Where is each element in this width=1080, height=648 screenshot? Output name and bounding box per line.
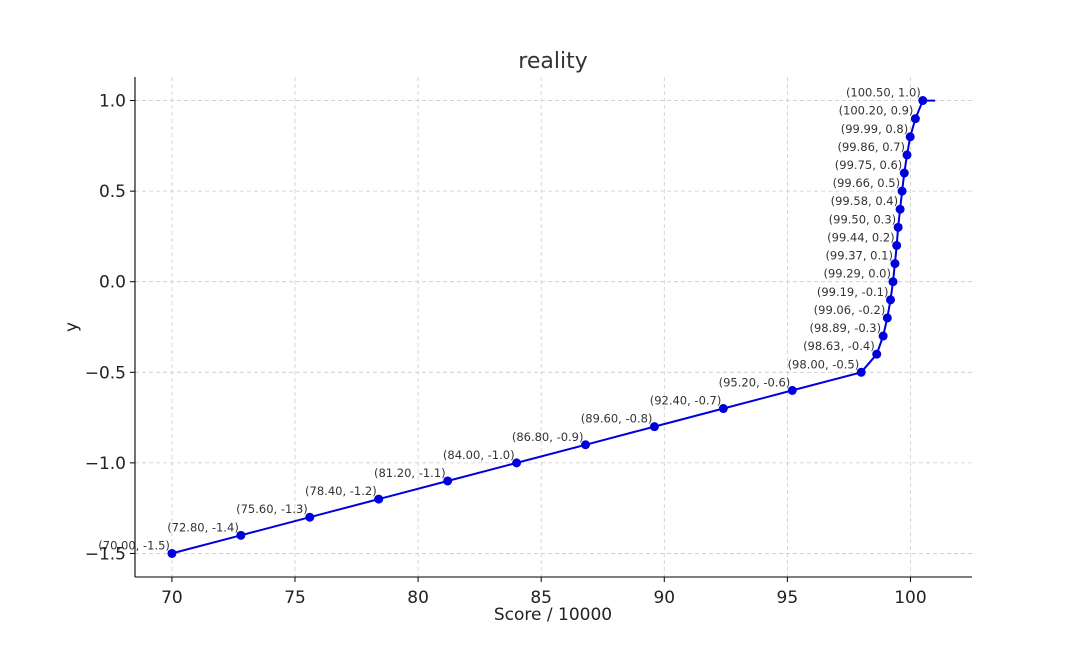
y-tick-label-0: −1.5 <box>85 544 126 564</box>
grid <box>135 77 972 577</box>
data-point-0 <box>167 548 177 558</box>
data-point-7 <box>649 422 659 432</box>
y-tick-label-4: 0.5 <box>99 182 126 202</box>
chart-title: reality <box>518 49 587 74</box>
data-point-1 <box>236 530 246 540</box>
data-label-2: (75.60, -1.3) <box>236 502 308 516</box>
y-axis-label: y <box>62 322 82 332</box>
data-point-13 <box>882 313 892 323</box>
series <box>167 96 936 558</box>
data-label-16: (99.37, 0.1) <box>825 249 893 263</box>
data-label-24: (100.20, 0.9) <box>839 104 914 118</box>
data-label-19: (99.58, 0.4) <box>831 194 899 208</box>
data-point-16 <box>890 259 900 269</box>
data-point-11 <box>872 349 882 359</box>
data-point-21 <box>899 168 909 178</box>
data-label-23: (99.99, 0.8) <box>841 122 909 136</box>
data-label-25: (100.50, 1.0) <box>846 86 921 100</box>
x-axis-label: Score / 10000 <box>494 605 612 625</box>
data-point-18 <box>893 222 903 232</box>
data-label-18: (99.50, 0.3) <box>829 212 897 226</box>
data-label-6: (86.80, -0.9) <box>512 430 584 444</box>
x-tick-label-6: 100 <box>894 588 926 608</box>
data-label-14: (99.19, -0.1) <box>817 285 889 299</box>
ticks: 70 75 80 85 90 95 100 −1.5 −1.0 −0.5 0.0 0.5 1.0 <box>85 92 927 608</box>
data-point-17 <box>892 240 902 250</box>
data-point-24 <box>910 114 920 124</box>
data-label-17: (99.44, 0.2) <box>827 230 895 244</box>
data-label-9: (95.20, -0.6) <box>719 375 791 389</box>
data-point-5 <box>512 458 522 468</box>
data-label-22: (99.86, 0.7) <box>838 140 906 154</box>
data-point-25 <box>918 96 928 106</box>
data-point-9 <box>787 385 797 395</box>
data-label-20: (99.66, 0.5) <box>833 176 901 190</box>
data-label-10: (98.00, -0.5) <box>788 357 860 371</box>
x-tick-label-3: 85 <box>530 588 552 608</box>
data-point-8 <box>718 404 728 414</box>
data-labels: (70.00, -1.5) (72.80, -1.4) (75.60, -1.3) (… <box>98 86 920 553</box>
data-label-15: (99.29, 0.0) <box>823 267 891 281</box>
data-label-4: (81.20, -1.1) <box>374 466 446 480</box>
data-point-6 <box>581 440 591 450</box>
data-point-2 <box>305 512 315 522</box>
y-tick-label-2: −0.5 <box>85 363 126 383</box>
data-label-21: (99.75, 0.6) <box>835 158 903 172</box>
data-label-3: (78.40, -1.2) <box>305 484 377 498</box>
data-label-7: (89.60, -0.8) <box>581 412 653 426</box>
data-label-11: (98.63, -0.4) <box>803 339 875 353</box>
data-point-23 <box>905 132 915 142</box>
x-tick-label-0: 70 <box>161 588 183 608</box>
data-label-13: (99.06, -0.2) <box>814 303 886 317</box>
axes <box>134 77 972 578</box>
y-tick-label-3: 0.0 <box>99 273 126 293</box>
data-label-12: (98.89, -0.3) <box>809 321 881 335</box>
data-point-19 <box>895 204 905 214</box>
data-point-14 <box>886 295 896 305</box>
data-label-0: (70.00, -1.5) <box>98 538 170 552</box>
y-tick-label-5: 1.0 <box>99 92 126 112</box>
data-label-1: (72.80, -1.4) <box>167 520 239 534</box>
data-point-3 <box>374 494 384 504</box>
data-label-5: (84.00, -1.0) <box>443 448 515 462</box>
data-point-12 <box>878 331 888 341</box>
data-point-15 <box>888 277 898 287</box>
data-point-22 <box>902 150 912 160</box>
data-point-10 <box>856 367 866 377</box>
x-tick-label-4: 90 <box>653 588 675 608</box>
y-tick-label-1: −1.0 <box>85 454 126 474</box>
data-point-20 <box>897 186 907 196</box>
x-tick-label-2: 80 <box>407 588 429 608</box>
data-label-8: (92.40, -0.7) <box>650 394 722 408</box>
x-tick-label-1: 75 <box>284 588 306 608</box>
x-tick-label-5: 95 <box>777 588 799 608</box>
data-point-4 <box>443 476 453 486</box>
